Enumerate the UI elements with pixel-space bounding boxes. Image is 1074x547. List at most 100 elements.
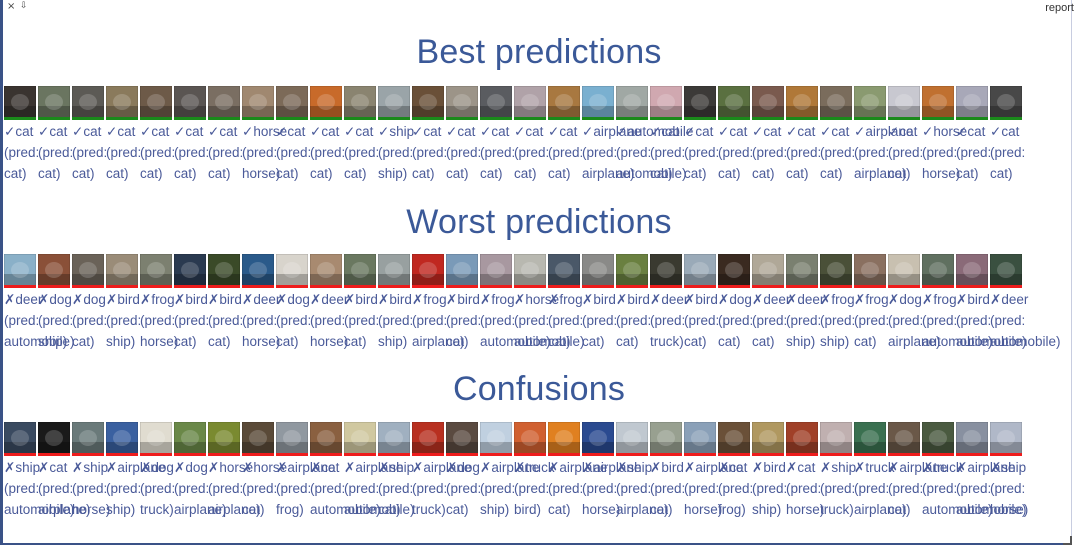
thumbnail-image[interactable] — [786, 254, 818, 286]
prediction-cell[interactable]: ✓automobile (pred: automobile) — [616, 86, 693, 181]
thumbnail-image[interactable] — [922, 422, 954, 454]
report-link[interactable]: report — [1045, 2, 1074, 14]
prediction-cell[interactable]: ✗dog (pred: truck) — [140, 422, 175, 517]
thumbnail-image[interactable] — [786, 86, 818, 118]
thumbnail-image[interactable] — [480, 254, 512, 286]
prediction-cell[interactable]: ✓cat (pred: cat) — [752, 86, 787, 181]
prediction-cell[interactable]: ✗deer (pred: automobile) — [990, 254, 1061, 349]
prediction-cell[interactable]: ✓cat (pred: cat) — [650, 86, 685, 181]
prediction-cell[interactable]: ✗bird (pred: cat) — [582, 254, 617, 349]
thumbnail-image[interactable] — [4, 254, 36, 286]
prediction-cell[interactable]: ✓ship (pred: ship) — [378, 86, 414, 181]
prediction-cell[interactable]: ✗frog (pred: automobile) — [480, 254, 551, 349]
thumbnail-image[interactable] — [548, 254, 580, 286]
thumbnail-image[interactable] — [38, 422, 70, 454]
thumbnail-image[interactable] — [616, 86, 648, 118]
prediction-cell[interactable]: ✗airplane (pred: cat) — [888, 422, 947, 517]
prediction-cell[interactable]: ✗ship (pred: truck) — [820, 422, 856, 517]
thumbnail-image[interactable] — [242, 254, 274, 286]
prediction-cell[interactable]: ✓cat (pred: cat) — [514, 86, 549, 181]
thumbnail-image[interactable] — [718, 422, 750, 454]
thumbnail-image[interactable] — [446, 422, 478, 454]
prediction-cell[interactable]: ✓cat (pred: cat) — [888, 86, 923, 181]
prediction-cell[interactable]: ✗bird (pred: cat) — [650, 422, 685, 517]
thumbnail-image[interactable] — [242, 422, 274, 454]
prediction-cell[interactable]: ✓airplane (pred: airplane) — [582, 86, 641, 181]
prediction-cell[interactable]: ✗dog (pred: airplane) — [174, 422, 227, 517]
prediction-cell[interactable]: ✗dog (pred: cat) — [446, 422, 481, 517]
prediction-cell[interactable]: ✗bird (pred: ship) — [378, 254, 413, 349]
thumbnail-image[interactable] — [718, 254, 750, 286]
thumbnail-image[interactable] — [412, 254, 444, 286]
prediction-cell[interactable]: ✗airplane (pred: cat) — [548, 422, 607, 517]
prediction-cell[interactable]: ✗ship (pred: horse) — [72, 422, 110, 517]
thumbnail-image[interactable] — [548, 422, 580, 454]
prediction-cell[interactable]: ✗dog (pred: ship) — [38, 254, 73, 349]
prediction-cell[interactable]: ✗airplane (pred: horse) — [582, 422, 641, 517]
prediction-cell[interactable]: ✗bird (pred: cat) — [174, 254, 209, 349]
prediction-cell[interactable]: ✓cat (pred: cat) — [548, 86, 583, 181]
prediction-cell[interactable]: ✗dog (pred: cat) — [276, 254, 311, 349]
prediction-cell[interactable]: ✓horse (pred: horse) — [922, 86, 967, 181]
prediction-cell[interactable]: ✗truck (pred: airplane) — [854, 422, 907, 517]
thumbnail-image[interactable] — [72, 86, 104, 118]
thumbnail-image[interactable] — [888, 422, 920, 454]
thumbnail-image[interactable] — [344, 254, 376, 286]
thumbnail-image[interactable] — [106, 422, 138, 454]
prediction-cell[interactable]: ✗frog (pred: cat) — [548, 254, 583, 349]
collapse-icon[interactable]: ⇩ — [20, 1, 28, 11]
thumbnail-image[interactable] — [956, 422, 988, 454]
thumbnail-image[interactable] — [616, 254, 648, 286]
thumbnail-image[interactable] — [72, 422, 104, 454]
prediction-cell[interactable]: ✓cat (pred: cat) — [684, 86, 719, 181]
prediction-cell[interactable]: ✗ship (pred: horse) — [990, 422, 1028, 517]
thumbnail-image[interactable] — [276, 422, 308, 454]
prediction-cell[interactable]: ✗dog (pred: cat) — [718, 254, 753, 349]
prediction-cell[interactable]: ✗airplane (pred: ship) — [106, 422, 165, 517]
thumbnail-image[interactable] — [718, 86, 750, 118]
prediction-cell[interactable]: ✓cat (pred: cat) — [344, 86, 379, 181]
prediction-cell[interactable]: ✗bird (pred: automobile) — [956, 254, 1027, 349]
prediction-cell[interactable]: ✗dog (pred: airplane) — [888, 254, 941, 349]
prediction-cell[interactable]: ✗cat (pred: horse) — [786, 422, 824, 517]
thumbnail-image[interactable] — [344, 422, 376, 454]
prediction-cell[interactable]: ✗deer (pred: automobile) — [4, 254, 75, 349]
thumbnail-image[interactable] — [208, 422, 240, 454]
thumbnail-image[interactable] — [310, 86, 342, 118]
prediction-cell[interactable]: ✗airplane (pred: automobile) — [956, 422, 1027, 517]
prediction-cell[interactable]: ✗horse (pred: airplane) — [208, 422, 261, 517]
thumbnail-image[interactable] — [956, 86, 988, 118]
thumbnail-image[interactable] — [4, 422, 36, 454]
prediction-cell[interactable]: ✗airplane (pred: truck) — [412, 422, 471, 517]
thumbnail-image[interactable] — [174, 254, 206, 286]
thumbnail-image[interactable] — [684, 254, 716, 286]
thumbnail-image[interactable] — [650, 86, 682, 118]
thumbnail-image[interactable] — [854, 254, 886, 286]
thumbnail-image[interactable] — [4, 86, 36, 118]
thumbnail-image[interactable] — [514, 86, 546, 118]
prediction-cell[interactable]: ✗bird (pred: cat) — [446, 254, 481, 349]
prediction-cell[interactable]: ✗airplane (pred: automobile) — [344, 422, 415, 517]
thumbnail-image[interactable] — [412, 86, 444, 118]
thumbnail-image[interactable] — [548, 86, 580, 118]
prediction-cell[interactable]: ✗dog (pred: cat) — [72, 254, 107, 349]
prediction-cell[interactable]: ✓cat (pred: cat) — [956, 86, 991, 181]
thumbnail-image[interactable] — [72, 254, 104, 286]
thumbnail-image[interactable] — [820, 86, 852, 118]
prediction-cell[interactable]: ✗bird (pred: ship) — [106, 254, 141, 349]
prediction-cell[interactable]: ✓cat (pred: cat) — [412, 86, 447, 181]
prediction-cell[interactable]: ✗ship (pred: automobile) — [4, 422, 75, 517]
prediction-cell[interactable]: ✗cat (pred: automobile) — [310, 422, 381, 517]
thumbnail-image[interactable] — [514, 254, 546, 286]
prediction-cell[interactable]: ✗bird (pred: cat) — [344, 254, 379, 349]
thumbnail-image[interactable] — [310, 422, 342, 454]
thumbnail-image[interactable] — [242, 86, 274, 118]
thumbnail-image[interactable] — [276, 86, 308, 118]
prediction-cell[interactable]: ✓cat (pred: cat) — [310, 86, 345, 181]
prediction-cell[interactable]: ✓cat (pred: cat) — [208, 86, 243, 181]
resize-grip-icon[interactable] — [1063, 536, 1072, 545]
prediction-cell[interactable]: ✓cat (pred: cat) — [72, 86, 107, 181]
thumbnail-image[interactable] — [684, 422, 716, 454]
thumbnail-image[interactable] — [752, 254, 784, 286]
thumbnail-image[interactable] — [922, 86, 954, 118]
